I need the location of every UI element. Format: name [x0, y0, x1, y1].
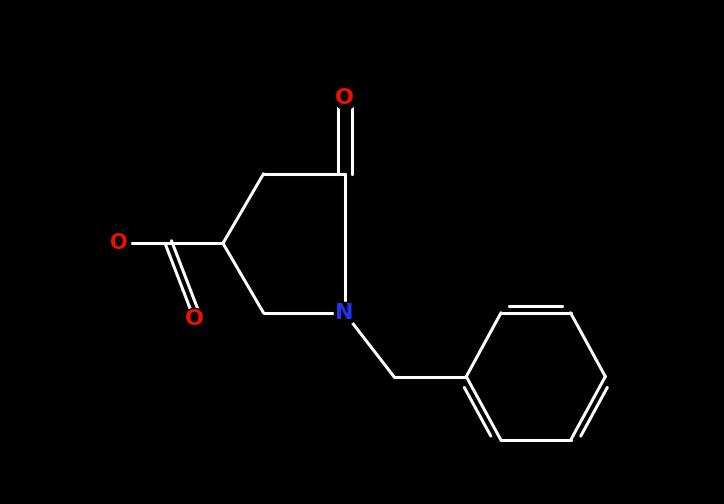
- Text: O: O: [185, 308, 203, 329]
- Text: O: O: [335, 89, 354, 108]
- Text: N: N: [335, 303, 354, 323]
- Text: O: O: [110, 233, 127, 254]
